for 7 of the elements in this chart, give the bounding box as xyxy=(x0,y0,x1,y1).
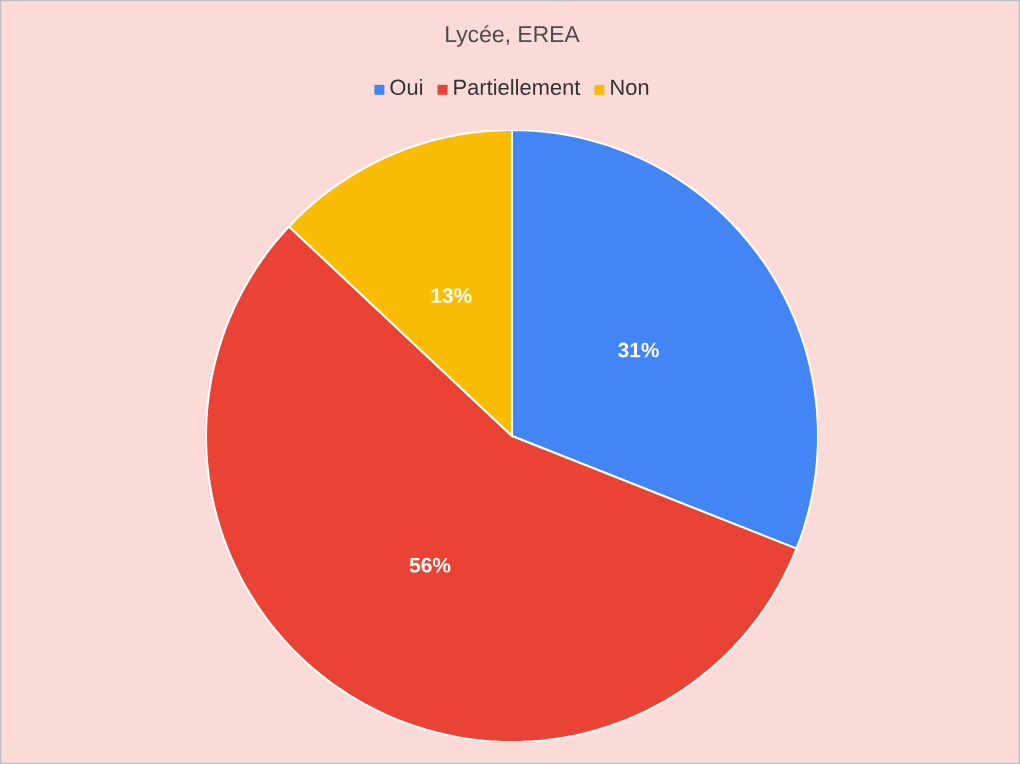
legend-label: Non xyxy=(611,79,649,96)
data-label: 31% xyxy=(618,342,659,358)
legend-label: Partiellement xyxy=(454,78,581,96)
data-label: 56% xyxy=(409,557,451,573)
legend-label: Oui xyxy=(390,78,423,96)
chart-title: Lycée, EREA xyxy=(446,25,580,47)
data-label: 13% xyxy=(431,288,472,304)
